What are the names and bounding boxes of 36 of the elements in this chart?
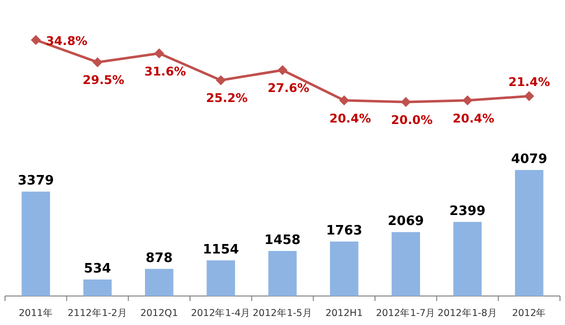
x-tick-label: 2012年1-8月 [438,307,498,319]
data-label: 29.5% [82,73,124,88]
data-label: 2399 [449,204,486,219]
data-label: 534 [84,262,112,277]
data-label: 20.0% [391,113,433,127]
data-label: 20.4% [452,111,494,126]
x-tick-label: 2112年1-2月 [68,307,128,319]
data-label: 20.4% [329,111,371,126]
data-label: 2069 [388,214,424,230]
bar [453,222,482,296]
x-tick-label: 2012H1 [325,308,363,319]
bar [22,192,50,296]
data-label: 1154 [202,242,239,258]
data-label: 1763 [326,224,362,239]
data-label: 21.4% [508,75,550,90]
x-tick-label: 2011年 [18,307,53,319]
data-label: 34.8% [46,34,88,48]
data-label: 3379 [18,174,54,189]
bar [83,280,112,296]
bar [144,268,174,296]
bar [392,232,420,296]
x-tick-label: 2012年 [512,307,546,319]
x-tick-label: 2012年1-4月 [190,307,251,319]
x-tick-label: 2012Q1 [140,308,178,319]
x-tick-label: 2012年1-5月 [252,307,312,319]
data-label: 1458 [264,232,301,248]
bar [206,260,236,296]
data-label: 878 [146,250,173,266]
data-label: 31.6% [144,64,186,78]
bar [268,250,297,296]
data-label: 4079 [511,152,548,167]
data-label: 27.6% [268,81,310,96]
bar [330,242,358,296]
data-label: 25.2% [206,91,248,106]
bar [514,170,544,296]
x-tick-label: 2012年1-7月 [376,307,436,319]
